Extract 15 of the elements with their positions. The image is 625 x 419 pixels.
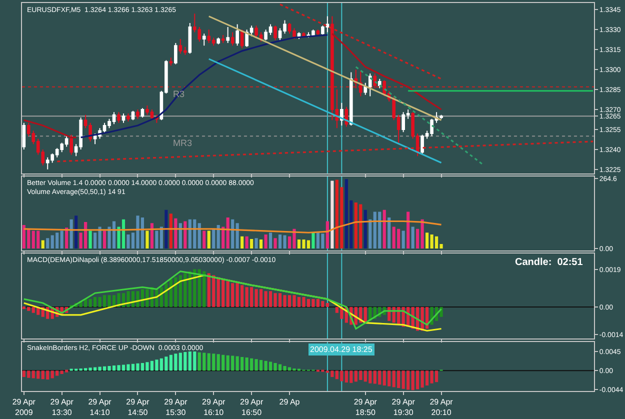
- x-tick-label: 29 Apr 19:30: [392, 398, 416, 417]
- x-tick-label: 29 Apr 16:10: [202, 398, 226, 417]
- x-tick-label: 29 Apr 20:10: [430, 398, 454, 417]
- x-tick-label: 29 Apr 16:50: [240, 398, 264, 417]
- x-tick-label: 29 Ap: [279, 398, 300, 407]
- annotation: Candle: 02:51: [515, 257, 584, 268]
- x-tick-label: 29 Apr 2009: [12, 398, 36, 417]
- annotation: 2009.04.29 18:25: [310, 345, 373, 354]
- x-tick-label: 29 Apr 14:10: [88, 398, 112, 417]
- x-tick-label: 29 Apr 18:50: [354, 398, 378, 417]
- x-tick-label: 29 Apr 15:30: [164, 398, 188, 417]
- x-tick-label: 29 Apr 14:50: [126, 398, 150, 417]
- ref-line-label: MR3: [173, 138, 192, 148]
- x-tick-label: 29 Apr 13:30: [50, 398, 74, 417]
- ref-line-label: R3: [173, 89, 185, 99]
